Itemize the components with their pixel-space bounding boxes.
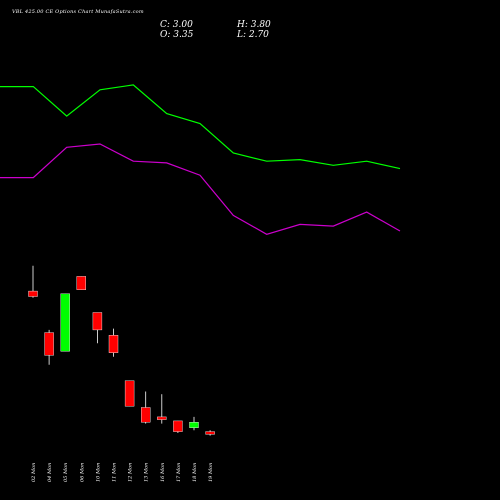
x-tick-label: 19 Mon [208,463,214,482]
upper-line-series [0,84,401,170]
candle-body [76,276,87,290]
x-tick-label: 04 Mon [47,463,53,482]
x-tick-label: 05 Mon [63,463,69,482]
open-value: O: 3.35 [160,30,194,40]
x-tick-label: 18 Mon [192,463,198,482]
candle-body [205,431,215,435]
x-tick-label: 17 Mon [176,463,182,482]
candle-body [60,293,70,352]
low-value: L: 2.70 [237,30,269,40]
x-tick-label: 16 Mon [160,463,166,482]
candle-body [173,420,183,432]
candle-body [44,332,54,356]
x-tick-label: 11 Mon [112,463,118,482]
chart-title: VBL 425.00 CE Options Chart MunafaSutra.… [12,9,144,15]
candle-body [108,335,119,353]
lower-line-series [0,143,401,235]
x-tick-label: 10 Mon [95,463,101,482]
candle-body [28,290,38,297]
close-value: C: 3.00 [160,20,193,30]
x-tick-label: 12 Mon [128,463,134,482]
candle-body [92,312,103,331]
candle-body [157,416,167,420]
candle-body [124,380,135,407]
candle-body [140,407,151,423]
high-value: H: 3.80 [237,20,271,30]
x-tick-label: 02 Mon [31,463,37,482]
x-tick-label: 06 Mon [79,463,85,482]
x-tick-label: 13 Mon [144,463,150,482]
candle-body [189,422,199,428]
